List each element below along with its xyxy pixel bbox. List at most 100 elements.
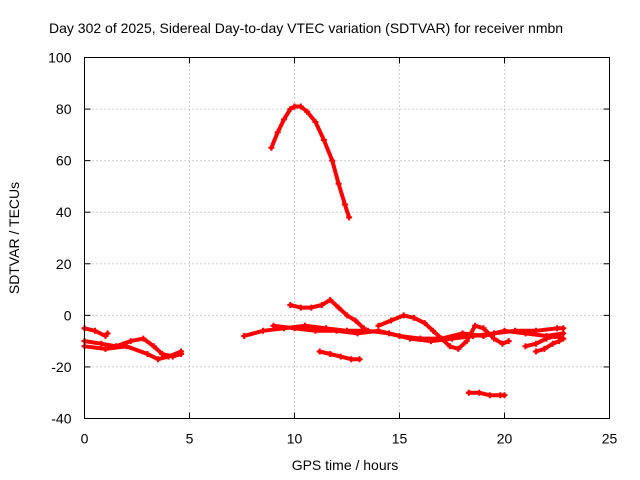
data-point [104, 330, 111, 337]
data-point [341, 201, 348, 208]
data-point [98, 340, 105, 347]
data-point [127, 338, 134, 345]
data-point [522, 330, 529, 337]
data-point [551, 333, 558, 339]
data-point [327, 351, 334, 357]
data-point [274, 129, 281, 136]
y-tick-label: 100 [48, 50, 72, 66]
chart-title: Day 302 of 2025, Sidereal Day-to-day VTE… [49, 20, 563, 36]
data-point [430, 327, 437, 334]
x-tick-label: 0 [81, 431, 89, 447]
data-point [270, 322, 277, 329]
y-tick-label: -40 [51, 411, 71, 427]
data-point [312, 119, 319, 125]
plot-frame [84, 57, 610, 419]
data-point [316, 348, 323, 355]
data-series [81, 103, 567, 399]
data-point [543, 335, 550, 342]
data-point [268, 144, 275, 151]
data-point [123, 343, 130, 350]
data-point [491, 335, 497, 342]
data-point [291, 325, 298, 332]
x-tick-label: 5 [186, 431, 194, 447]
data-point [465, 389, 472, 396]
data-point [560, 330, 567, 337]
data-point [155, 356, 161, 363]
data-point [348, 356, 355, 363]
data-point [178, 348, 185, 355]
data-point [320, 137, 327, 143]
data-point [344, 312, 350, 319]
data-point [308, 304, 315, 311]
series-arc-1 [268, 103, 353, 221]
data-point [312, 327, 319, 334]
data-point [287, 106, 294, 113]
data-point [360, 325, 367, 332]
data-point [400, 312, 407, 319]
data-point [480, 325, 487, 332]
x-axis: 0 5 10 15 20 25 [81, 57, 618, 447]
data-point [560, 335, 567, 342]
data-point [446, 343, 453, 350]
data-point [501, 327, 508, 334]
data-point [560, 325, 567, 332]
y-tick-label: 20 [56, 256, 72, 272]
data-point [549, 340, 556, 347]
data-point [463, 338, 470, 345]
data-point [281, 116, 287, 123]
data-point [304, 108, 311, 115]
data-point [522, 343, 529, 350]
data-point [499, 340, 506, 347]
data-point [354, 330, 361, 337]
data-point [356, 356, 363, 363]
series-arc-4 [81, 343, 185, 363]
data-point [92, 327, 98, 334]
data-point [396, 333, 403, 339]
data-point [335, 180, 342, 187]
data-point [159, 351, 166, 357]
data-point [318, 302, 325, 308]
data-point [327, 296, 334, 303]
data-point [438, 335, 445, 342]
data-point [260, 327, 266, 334]
y-axis: -40 -20 0 20 40 60 80 100 [48, 50, 610, 427]
data-point [291, 103, 298, 110]
data-point [476, 389, 483, 396]
data-point [480, 333, 487, 339]
series-arc-6 [270, 322, 567, 342]
data-point [144, 351, 151, 357]
x-tick-label: 25 [602, 431, 618, 447]
data-point [335, 304, 342, 311]
data-point [541, 345, 548, 352]
data-point [533, 340, 539, 347]
data-point [421, 320, 428, 327]
y-axis-label: SDTVAR / TECUs [6, 182, 22, 294]
data-point [501, 392, 508, 399]
data-point [329, 157, 336, 164]
data-point [486, 392, 493, 399]
y-tick-label: 0 [64, 307, 72, 323]
series-arc-7 [287, 296, 367, 332]
data-point [140, 335, 147, 342]
data-point [556, 338, 563, 345]
y-tick-label: 40 [56, 204, 72, 220]
x-tick-label: 20 [497, 431, 513, 447]
data-point [241, 333, 248, 339]
series-arc-2 [81, 325, 111, 339]
y-tick-label: 60 [56, 153, 72, 169]
x-axis-label: GPS time / hours [292, 457, 399, 473]
data-point [352, 317, 359, 324]
data-point [459, 330, 466, 337]
data-point [102, 345, 109, 352]
series-line [376, 313, 511, 351]
series-arc-8 [375, 312, 512, 352]
data-point [411, 314, 418, 321]
series-line [317, 349, 362, 362]
data-point [297, 103, 304, 110]
data-point [346, 214, 353, 221]
series-line [288, 297, 366, 331]
data-point [337, 353, 344, 360]
data-point [388, 317, 395, 324]
y-tick-label: -20 [51, 359, 71, 375]
